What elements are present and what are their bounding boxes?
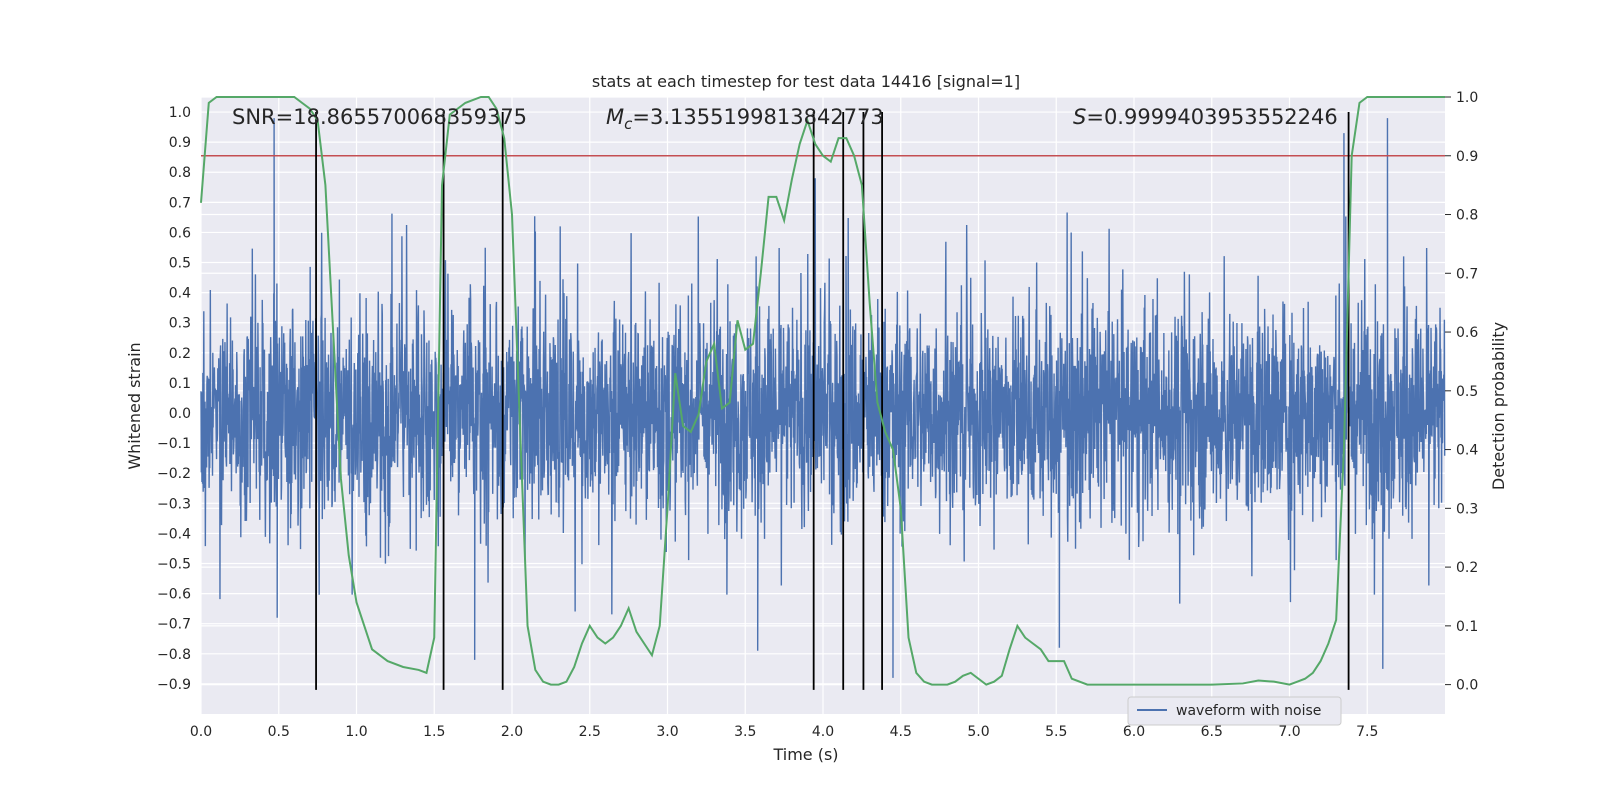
x-tick-label: 6.5 [1201,724,1223,740]
y2-tick-label: 0.8 [1456,208,1478,224]
y-tick-label: 0.8 [169,165,191,181]
y-tick-label: 0.2 [169,346,191,362]
y-tick-label: −0.8 [157,647,191,663]
y-tick-label: −0.2 [157,466,191,482]
x-tick-label: 4.5 [890,724,912,740]
y-tick-label: 0.6 [169,225,191,241]
y2-tick-label: 0.2 [1456,560,1478,576]
x-tick-label: 7.0 [1278,724,1300,740]
x-tick-label: 5.0 [967,724,989,740]
y-tick-label: −0.1 [157,436,191,452]
waveform-series [200,118,1446,678]
y-tick-label: −0.6 [157,587,191,603]
snr-annotation: SNR=18.865570068359375 [232,105,527,129]
y-tick-label: −0.4 [157,526,191,542]
y-tick-label: 1.0 [169,105,191,121]
score-value: =0.9999403953552246 [1086,105,1337,129]
y-tick-label: 0.4 [169,286,191,302]
y2-tick-label: 0.0 [1456,678,1478,694]
y-tick-label: −0.3 [157,496,191,512]
y-axis-label: Whitened strain [125,342,144,469]
x-tick-label: 2.0 [501,724,523,740]
y-tick-label: −0.7 [157,617,191,633]
x-tick-label: 0.5 [268,724,290,740]
event-lines [315,112,1350,690]
y-tick-label: 0.0 [169,406,191,422]
x-tick-label: 3.0 [656,724,678,740]
y-tick-label: 0.3 [169,316,191,332]
x-tick-label: 5.5 [1045,724,1067,740]
waveform-line [200,118,1446,678]
y2-tick-label: 0.6 [1456,325,1478,341]
y-tick-label: −0.9 [157,677,191,693]
x-axis-label: Time (s) [772,745,838,764]
y2-axis-label: Detection probability [1489,322,1508,490]
y2-tick-label: 0.9 [1456,149,1478,165]
x-axis-ticks: 0.0 0.5 1.0 1.5 2.0 2.5 3.0 3.5 4.0 4.5 5.0 5.5 6.0 6… [190,724,1379,740]
y-tick-label: 0.9 [169,135,191,151]
chirp-mass-annotation: Mc=3.1355199813842773 [606,105,884,133]
chirp-mass-value: =3.1355199813842773 [632,105,883,129]
x-tick-label: 0.0 [190,724,212,740]
x-tick-label: 1.5 [423,724,445,740]
legend-box [1127,696,1342,726]
y2-axis-ticks: 0.0 0.1 0.2 0.3 0.4 0.5 0.6 0.7 0.8 0.9 1.0 [1445,90,1478,694]
probability-line [200,96,1445,686]
x-tick-label: 7.5 [1356,724,1378,740]
y2-tick-label: 0.1 [1456,619,1478,635]
y2-tick-label: 0.7 [1456,266,1478,282]
y2-tick-label: 0.5 [1456,384,1478,400]
y-axis-ticks: −0.9 −0.8 −0.7 −0.6 −0.5 −0.4 −0.3 −0.2 −0.1 0.0 0… [157,105,191,693]
y-tick-label: −0.5 [157,557,191,573]
probability-series [200,96,1445,686]
y-tick-label: 0.1 [169,376,191,392]
legend: waveform with noise [1127,696,1342,726]
y2-tick-label: 1.0 [1456,90,1478,106]
x-tick-label: 6.0 [1123,724,1145,740]
score-annotation: S=0.9999403953552246 [1073,105,1338,129]
y2-tick-label: 0.4 [1456,443,1478,459]
x-tick-label: 2.5 [579,724,601,740]
y-tick-label: 0.7 [169,195,191,211]
x-tick-label: 4.0 [812,724,834,740]
score-symbol: S [1073,105,1086,129]
y2-tick-label: 0.3 [1456,501,1478,517]
x-tick-label: 1.0 [345,724,367,740]
legend-label: waveform with noise [1176,703,1321,719]
y-tick-label: 0.5 [169,256,191,272]
x-tick-label: 3.5 [734,724,756,740]
chart-title: stats at each timestep for test data 144… [592,72,1020,91]
chirp-mass-symbol: M [606,105,624,129]
chirp-mass-subscript: c [624,115,633,133]
